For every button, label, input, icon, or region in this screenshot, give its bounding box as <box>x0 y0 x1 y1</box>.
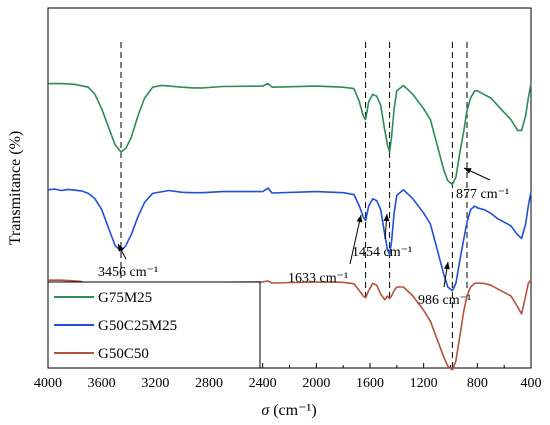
annotation-label-1454: 1454 cm⁻¹ <box>352 245 412 260</box>
annotation-arrow-1633 <box>349 214 362 265</box>
legend-label-G50C50: G50C50 <box>98 346 149 362</box>
x-tick-label-1200: 1200 <box>410 376 438 391</box>
annotation-label-3456: 3456 cm⁻¹ <box>98 265 158 280</box>
annotation-arrowhead-986 <box>443 262 450 270</box>
annotation-arrowhead-1633 <box>356 215 363 223</box>
legend: G75M25 G50C25M25 G50C50 <box>47 281 261 369</box>
annotation-label-986: 986 cm⁻¹ <box>418 293 471 308</box>
y-axis-title: Transmitance (%) <box>7 131 24 246</box>
annotation-arrowhead-877 <box>464 168 472 174</box>
x-axis-title: σ (cm⁻¹) <box>261 402 316 419</box>
legend-label-G75M25: G75M25 <box>98 290 152 306</box>
x-tick-label-2400: 2400 <box>249 376 277 391</box>
x-axis-symbol: σ <box>261 402 270 419</box>
x-axis-tick-labels: 4000 3600 3200 2800 2400 2000 1600 1200 800 400 <box>34 376 542 391</box>
x-tick-label-800: 800 <box>467 376 488 391</box>
x-tick-label-2000: 2000 <box>302 376 330 391</box>
annotation-label-877: 877 cm⁻¹ <box>456 187 509 202</box>
annotation-label-1633: 1633 cm⁻¹ <box>288 271 348 286</box>
x-tick-label-3200: 3200 <box>141 376 169 391</box>
legend-label-G50C25M25: G50C25M25 <box>98 318 177 334</box>
annotation-arrowhead-1454 <box>383 214 390 222</box>
x-tick-label-400: 400 <box>521 376 542 391</box>
series-line-G75M25 <box>48 82 532 186</box>
x-tick-label-3600: 3600 <box>88 376 116 391</box>
x-axis-unit: (cm⁻¹) <box>269 402 316 419</box>
x-tick-label-4000: 4000 <box>34 376 62 391</box>
x-tick-label-2800: 2800 <box>195 376 223 391</box>
peak-guide-lines <box>120 42 468 372</box>
annotation-arrowhead-3456 <box>118 244 124 252</box>
x-tick-label-1600: 1600 <box>356 376 384 391</box>
peak-annotations: 3456 cm⁻¹ 1633 cm⁻¹ 1454 cm⁻¹ 986 cm⁻¹ 877 c… <box>98 167 509 308</box>
